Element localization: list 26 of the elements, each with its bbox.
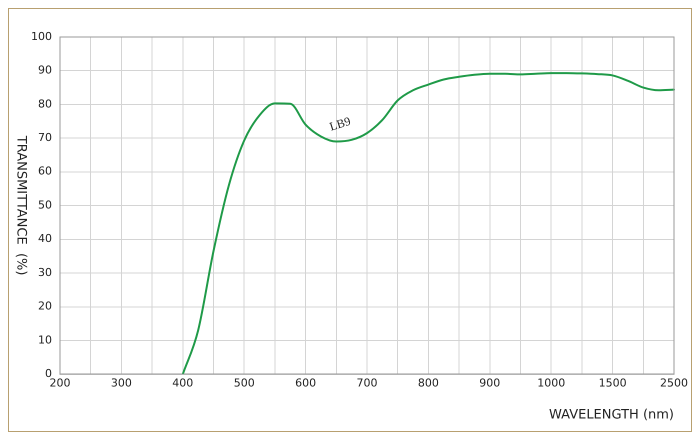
y-tick-label: 80	[38, 97, 52, 110]
y-tick-label: 50	[38, 198, 52, 212]
y-tick-label: 0	[44, 367, 52, 380]
x-tick-label: 500	[234, 376, 255, 390]
x-tick-label: 600	[295, 376, 316, 390]
x-tick-label: 1000	[537, 376, 566, 390]
y-tick-label: 10	[38, 333, 52, 346]
y-tick-label: 70	[38, 131, 52, 144]
y-tick-label: 60	[38, 164, 52, 178]
y-axis-title: TRANSMITTANCE (%)	[14, 134, 29, 276]
y-tick-label: 90	[38, 64, 52, 77]
x-axis-title: WAVELENGTH (nm)	[549, 408, 674, 423]
line-series	[182, 72, 676, 374]
y-tick-label: 20	[38, 300, 52, 313]
y-tick-label: 30	[38, 266, 52, 279]
text: LB9	[328, 114, 352, 134]
y-tick-label: 100	[30, 30, 52, 43]
x-tick-label: 2500	[660, 376, 688, 390]
x-tick-label: 300	[110, 376, 132, 390]
x-tick-label: 1500	[598, 376, 627, 390]
x-tick-label: 200	[49, 376, 70, 390]
x-tick-label: 800	[418, 376, 439, 390]
y-tick-label: 40	[38, 232, 52, 246]
x-tick-label: 900	[479, 376, 500, 390]
x-tick-label: 400	[172, 376, 194, 390]
x-tick-label: 700	[356, 376, 378, 390]
